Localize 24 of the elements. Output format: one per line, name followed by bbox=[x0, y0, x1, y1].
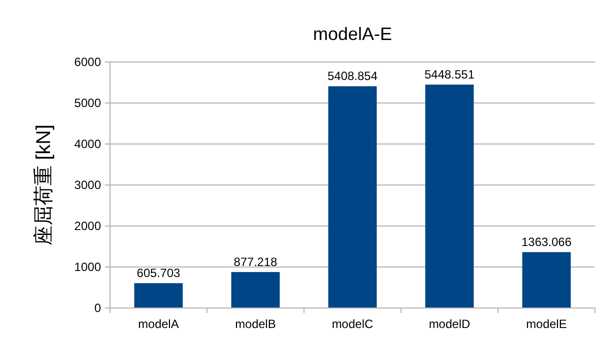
chart-title: modelA-E bbox=[312, 24, 392, 44]
x-tick-label: modelD bbox=[428, 317, 471, 331]
x-tick-label: modelC bbox=[332, 317, 374, 331]
data-label: 5408.854 bbox=[327, 69, 378, 84]
bar bbox=[231, 272, 280, 308]
data-label: 877.218 bbox=[234, 255, 278, 270]
x-tick-label: modelB bbox=[235, 317, 276, 331]
data-label: 1363.066 bbox=[521, 235, 572, 250]
data-label: 5448.551 bbox=[424, 68, 475, 82]
bar bbox=[522, 252, 571, 308]
bar bbox=[425, 84, 474, 308]
y-tick-label: 6000 bbox=[74, 55, 102, 69]
y-tick-label: 2000 bbox=[74, 219, 102, 233]
y-tick-label: 1000 bbox=[74, 260, 102, 274]
bar bbox=[134, 283, 183, 308]
y-tick-label: 4000 bbox=[74, 137, 102, 151]
y-tick-label: 5000 bbox=[74, 96, 102, 110]
x-tick-label: modelA bbox=[138, 317, 179, 331]
data-label: 605.703 bbox=[136, 266, 181, 280]
x-tick-label: modelE bbox=[526, 317, 567, 331]
y-axis-title: 座屈荷重 [kN] bbox=[33, 124, 55, 246]
bar bbox=[328, 86, 377, 308]
y-tick-label: 3000 bbox=[74, 178, 102, 192]
y-tick-label: 0 bbox=[94, 301, 102, 315]
